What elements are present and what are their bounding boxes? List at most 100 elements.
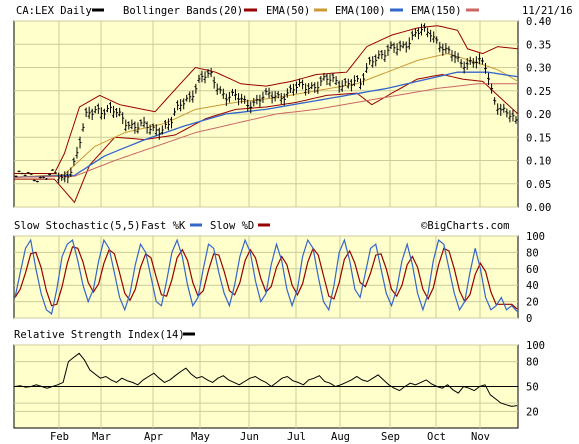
ohlc-bar <box>462 61 466 74</box>
stochastic-y-tick-label: 40 <box>526 280 539 292</box>
rsi-y-tick-label: 80 <box>526 357 539 369</box>
ohlc-bar <box>258 94 262 107</box>
ohlc-bar <box>261 91 265 103</box>
ohlc-bar <box>294 81 298 94</box>
stochastic-y-ticks: 100 80 60 40 20 0 <box>526 231 545 325</box>
ohlc-bar <box>203 71 207 84</box>
ohlc-bar <box>270 91 274 104</box>
ohlc-bar <box>368 56 372 65</box>
price-panel: 0.40 0.35 0.30 0.25 0.20 0.15 0.10 0.05 0.00 <box>13 16 551 214</box>
ohlc-bar <box>17 170 21 173</box>
rsi-y-tick-label: 20 <box>526 406 539 418</box>
ohlc-bar <box>413 28 417 37</box>
price-y-tick-label: 0.10 <box>526 156 551 168</box>
ohlc-bar <box>432 31 436 43</box>
ohlc-bar <box>160 125 164 135</box>
ohlc-bar <box>416 27 420 40</box>
ohlc-bar <box>291 83 295 96</box>
ohlc-bar <box>301 79 305 90</box>
ohlc-bar <box>340 80 344 92</box>
ohlc-bar <box>423 23 427 32</box>
ohlc-bar <box>96 103 100 114</box>
ohlc-bar <box>337 80 341 93</box>
ohlc-bar <box>276 91 280 99</box>
ohlc-bar <box>252 97 256 107</box>
ohlc-bar <box>474 56 478 69</box>
rsi-y-tick-label: 100 <box>526 340 545 352</box>
ohlc-bar <box>285 88 289 98</box>
ohlc-bar <box>377 50 381 60</box>
chart-title: CA:LEX Daily <box>16 5 92 17</box>
ema50-line <box>13 53 519 178</box>
ohlc-bar <box>319 75 323 87</box>
price-grid <box>14 20 518 208</box>
ohlc-bar <box>221 88 225 99</box>
ohlc-bar <box>206 68 210 78</box>
ohlc-bar <box>78 136 82 149</box>
ohlc-bar <box>444 43 448 54</box>
ohlc-bar <box>93 105 97 114</box>
ohlc-bar <box>118 107 122 117</box>
x-tick-label: Oct <box>427 431 446 443</box>
rsi-y-ticks: 100 80 50 20 <box>526 340 545 418</box>
ohlc-bar <box>325 73 329 86</box>
ohlc-bar <box>331 73 335 83</box>
ohlc-bar <box>471 58 475 68</box>
ohlc-bar <box>371 56 375 68</box>
stochastic-panel: Slow Stochastic(5,5) Fast %K Slow %D ©Bi… <box>13 220 545 325</box>
ohlc-bar <box>490 83 494 94</box>
ohlc-bar <box>224 93 228 106</box>
ohlc-bar <box>508 110 512 123</box>
price-y-tick-label: 0.20 <box>526 109 551 121</box>
x-tick-label: Jun <box>240 431 259 443</box>
ohlc-bar <box>154 124 158 136</box>
ohlc-bar <box>26 171 30 174</box>
ohlc-bar <box>359 78 363 90</box>
ohlc-bar <box>69 167 73 178</box>
ohlc-bar <box>48 173 52 176</box>
ohlc-bar <box>398 40 402 52</box>
x-tick-label: Nov <box>471 431 490 443</box>
ohlc-bar <box>63 171 67 183</box>
ohlc-bar <box>480 57 484 65</box>
ohlc-bar <box>75 146 79 159</box>
stochastic-y-tick-label: 0 <box>526 313 532 325</box>
x-tick-label: Mar <box>92 431 111 443</box>
ohlc-bar <box>169 116 173 129</box>
ohlc-bar <box>505 108 509 118</box>
ohlc-bar <box>142 116 146 128</box>
ohlc-bar <box>23 174 27 177</box>
ohlc-bar <box>459 59 463 68</box>
ohlc-bar <box>139 119 143 127</box>
ohlc-bar <box>365 63 369 73</box>
ohlc-bar <box>72 157 76 166</box>
ohlc-bar <box>429 29 433 42</box>
ohlc-bar <box>249 101 253 114</box>
x-axis-labels: Feb Mar Apr May Jun Jul Aug Sep Oct Nov <box>50 431 490 443</box>
legend-fast-k: Fast %K <box>141 220 186 232</box>
ohlc-bar <box>166 118 170 131</box>
bollinger-upper-line <box>14 25 519 174</box>
ohlc-bar <box>54 172 58 174</box>
ohlc-bar <box>99 107 103 120</box>
ohlc-bar <box>240 93 244 104</box>
ohlc-bar <box>90 108 94 120</box>
ohlc-bar <box>227 91 231 103</box>
ohlc-bar <box>51 169 55 171</box>
ohlc-bar <box>105 104 109 113</box>
ohlc-bar <box>352 75 356 87</box>
ohlc-bar <box>511 109 515 122</box>
ohlc-bar <box>499 103 503 116</box>
ohlc-bar <box>465 58 469 70</box>
ohlc-bar <box>133 121 137 134</box>
legend-slow-d: Slow %D <box>210 220 254 232</box>
ohlc-bar <box>313 82 317 93</box>
ohlc-bar <box>81 123 85 132</box>
ohlc-bar <box>438 41 442 53</box>
ohlc-bar <box>380 49 384 60</box>
ohlc-bar <box>32 179 36 182</box>
fast-k-line <box>14 238 518 315</box>
price-y-tick-label: 0.35 <box>526 39 551 51</box>
ohlc-bar <box>316 81 320 94</box>
ohlc-bar <box>282 93 286 106</box>
